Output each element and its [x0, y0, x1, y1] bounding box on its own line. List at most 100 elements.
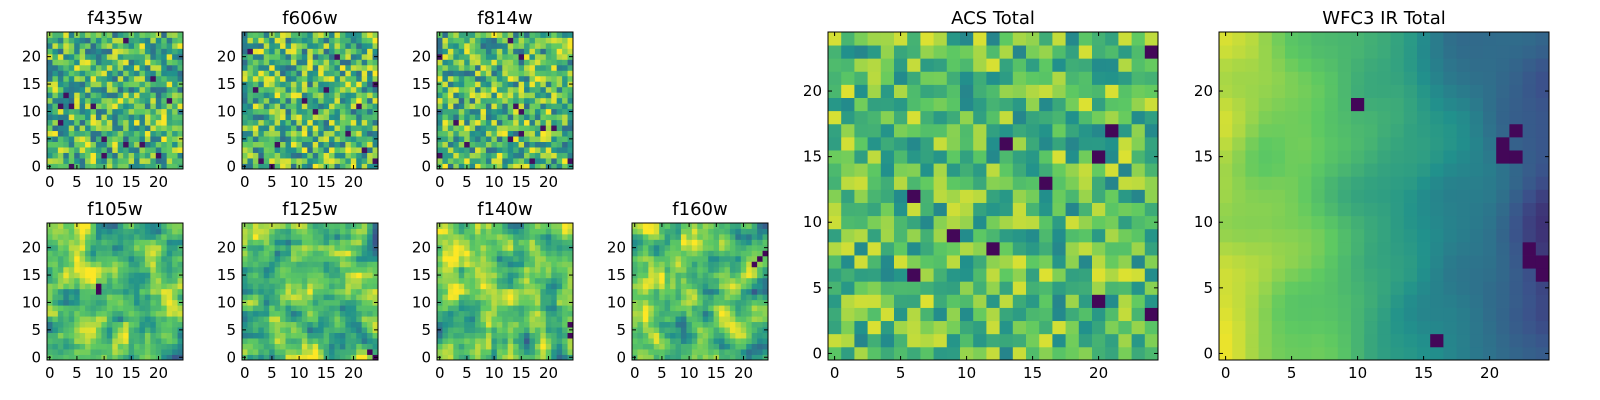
heatmap-cell — [63, 81, 70, 88]
heatmap-cell — [307, 266, 314, 273]
heatmap-cell — [529, 223, 536, 229]
heatmap-cell — [670, 233, 676, 240]
heatmap-cell — [79, 299, 86, 306]
heatmap-cell — [453, 97, 460, 104]
heatmap-cell — [90, 294, 97, 301]
heatmap-cell — [155, 261, 162, 268]
heatmap-cell — [960, 202, 974, 217]
heatmap-cell — [740, 272, 747, 279]
heatmap-cell — [867, 268, 882, 282]
heatmap-cell — [746, 349, 753, 355]
x-tick-label: 10 — [95, 173, 114, 191]
heatmap-cell — [47, 114, 53, 121]
heatmap-cell — [545, 310, 552, 317]
heatmap-cell — [659, 332, 666, 339]
heatmap-cell — [312, 64, 319, 71]
heatmap-cell — [112, 255, 119, 262]
heatmap-cell — [933, 346, 948, 361]
heatmap-cell — [524, 103, 530, 110]
heatmap-cell — [724, 223, 731, 229]
heatmap-cell — [469, 125, 476, 132]
heatmap-cell — [524, 141, 530, 148]
heatmap-cell — [161, 108, 168, 115]
heatmap-cell — [63, 64, 70, 71]
heatmap-cell — [356, 244, 363, 251]
heatmap-cell — [247, 261, 254, 268]
heatmap-cell — [95, 125, 102, 132]
heatmap-cell — [128, 103, 135, 110]
heatmap-cell — [724, 332, 731, 339]
heatmap-cell — [79, 223, 86, 229]
heatmap-cell — [172, 152, 178, 159]
heatmap-cell — [480, 59, 487, 66]
heatmap-cell — [339, 119, 346, 126]
heatmap-cell — [242, 349, 248, 355]
heatmap-cell — [161, 223, 168, 229]
heatmap-cell — [318, 299, 324, 306]
heatmap-cell — [372, 64, 379, 71]
heatmap-cell — [312, 59, 319, 66]
heatmap-cell — [166, 152, 173, 159]
heatmap-cell — [841, 150, 855, 164]
heatmap-cell — [529, 37, 536, 44]
heatmap-cell — [475, 223, 481, 229]
heatmap-cell — [307, 250, 314, 257]
heatmap-cell — [562, 81, 568, 88]
heatmap-cell — [534, 321, 541, 328]
heatmap-cell — [112, 92, 119, 99]
heatmap-cell — [258, 332, 265, 339]
heatmap-cell — [123, 92, 129, 99]
heatmap-cell — [345, 37, 352, 44]
heatmap-cell — [258, 244, 265, 251]
heatmap-cell — [447, 244, 454, 251]
heatmap-cell — [642, 233, 649, 240]
heatmap-cell — [524, 239, 530, 246]
heatmap-cell — [999, 294, 1014, 308]
heatmap-cell — [496, 288, 503, 295]
heatmap-cell — [57, 294, 64, 301]
heatmap-cell — [139, 59, 146, 66]
heatmap-cell — [691, 266, 698, 273]
heatmap-cell — [367, 163, 373, 170]
heatmap-cell — [263, 288, 270, 295]
heatmap-cell — [345, 32, 352, 38]
heatmap-cell — [562, 42, 568, 49]
heatmap-cell — [155, 147, 162, 153]
heatmap-cell — [562, 32, 568, 38]
heatmap-cell — [729, 255, 736, 262]
heatmap-cell — [664, 250, 671, 257]
heatmap-cell — [529, 294, 536, 301]
heatmap-cell — [101, 48, 108, 55]
heatmap-cell — [567, 261, 574, 268]
heatmap-cell — [1039, 281, 1053, 295]
heatmap-cell — [933, 176, 948, 190]
heatmap-cell — [485, 103, 492, 110]
heatmap-cell — [139, 64, 146, 71]
heatmap-cell — [285, 152, 292, 159]
heatmap-cell — [307, 59, 314, 66]
heatmap-cell — [367, 327, 373, 333]
heatmap-cell — [79, 288, 86, 295]
heatmap-cell — [1144, 176, 1159, 190]
heatmap-cell — [329, 42, 335, 49]
heatmap-cell — [90, 310, 97, 317]
heatmap-cell — [161, 70, 168, 77]
heatmap-cell — [691, 250, 698, 257]
heatmap-cell — [161, 321, 168, 328]
heatmap-cell — [269, 158, 276, 164]
heatmap-cell — [713, 321, 720, 328]
heatmap-cell — [513, 239, 519, 246]
heatmap-cell — [101, 59, 108, 66]
heatmap-cell — [680, 261, 687, 268]
heatmap-cell — [252, 288, 259, 295]
heatmap-cell — [247, 354, 254, 361]
heatmap-cell — [301, 223, 308, 229]
heatmap-cell — [458, 37, 465, 44]
heatmap-cell — [285, 288, 292, 295]
heatmap-cell — [675, 343, 682, 350]
heatmap-cell — [177, 114, 184, 121]
heatmap-cell — [301, 244, 308, 251]
heatmap-cell — [740, 233, 747, 240]
heatmap-cell — [447, 119, 454, 126]
heatmap-cell — [161, 305, 168, 312]
